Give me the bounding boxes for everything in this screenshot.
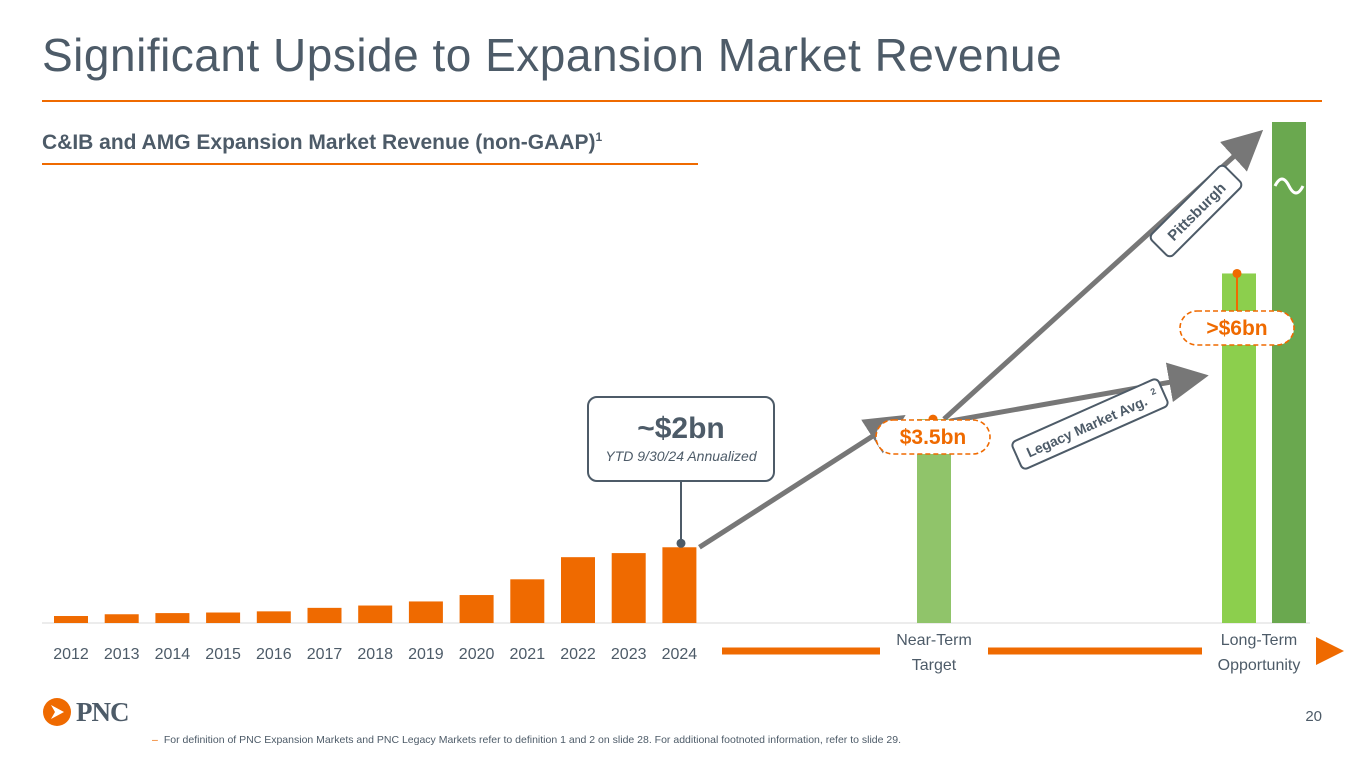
callout-subtext: YTD 9/30/24 Annualized [605, 448, 757, 464]
bar-2023 [611, 553, 646, 623]
tick-label-2014: 2014 [155, 646, 191, 663]
long-term-badge-box [1179, 310, 1295, 346]
bar-2020 [459, 595, 494, 623]
axis-break-mark [1273, 177, 1305, 195]
page-number: 20 [1305, 708, 1322, 725]
bar-2017 [307, 607, 342, 623]
long-term-badge-dot [1232, 268, 1242, 278]
tick-label-2020: 2020 [459, 646, 495, 663]
logo-text: PNC [76, 696, 129, 727]
tick-label-2013: 2013 [104, 646, 140, 663]
tick-label-2018: 2018 [357, 646, 393, 663]
trend-arrow-to-near-term [698, 415, 906, 550]
pnc-logo-icon [43, 698, 71, 726]
legacy-label-group: Legacy Market Avg.2 [1011, 378, 1169, 470]
bar-2012 [54, 616, 88, 623]
tick-label-2017: 2017 [307, 646, 343, 663]
footnote-text: For definition of PNC Expansion Markets … [163, 734, 901, 746]
callout-value: ~$2bn [637, 412, 725, 445]
chart-subtitle: C&IB and AMG Expansion Market Revenue (n… [42, 130, 602, 155]
tick-label-2012: 2012 [53, 646, 89, 663]
tick-label-2019: 2019 [408, 646, 444, 663]
bar-2024 [662, 547, 697, 623]
title-divider [42, 100, 1322, 102]
subtitle-divider [42, 163, 698, 165]
near-term-label-1: Near-Term [896, 632, 972, 649]
bar-2014 [155, 613, 190, 623]
page-title: Significant Upside to Expansion Market R… [42, 29, 1063, 81]
pittsburgh-label-group: Pittsburgh [1149, 164, 1243, 258]
subtitle-footnote-ref: 1 [595, 130, 603, 144]
bar-2015 [206, 612, 241, 623]
tick-label-2015: 2015 [205, 646, 241, 663]
tick-label-2016: 2016 [256, 646, 292, 663]
footnote: – For definition of PNC Expansion Markets… [152, 734, 901, 746]
chart-subtitle-text: C&IB and AMG Expansion Market Revenue (n… [42, 131, 596, 154]
pittsburgh-label-box [1149, 164, 1243, 258]
bar-2013 [104, 614, 139, 623]
callout-anchor-dot [676, 538, 686, 548]
bar-2018 [358, 605, 393, 623]
long-term-label-2: Opportunity [1218, 657, 1301, 674]
tick-label-2022: 2022 [560, 646, 596, 663]
bar-pittsburgh [1272, 122, 1306, 623]
legacy-label-footnote: 2 [1149, 386, 1158, 397]
footnote-bullet: – [152, 734, 158, 746]
long-term-label-1: Long-Term [1221, 632, 1297, 649]
bar-2021 [510, 579, 545, 623]
bar-2022 [561, 557, 595, 623]
current-revenue-callout: ~$2bn YTD 9/30/24 Annualized [587, 396, 775, 482]
near-term-label-2: Target [912, 657, 957, 674]
tick-label-2024: 2024 [662, 646, 698, 663]
long-term-badge-value: >$6bn [1206, 317, 1267, 340]
bar-2016 [256, 611, 291, 623]
tick-label-2021: 2021 [510, 646, 546, 663]
near-term-badge-box [875, 419, 991, 455]
legacy-label-box [1011, 378, 1169, 470]
tick-label-2023: 2023 [611, 646, 647, 663]
pnc-logo: PNC [42, 697, 129, 727]
bar-2019 [408, 601, 443, 623]
near-term-badge-value: $3.5bn [900, 426, 967, 449]
